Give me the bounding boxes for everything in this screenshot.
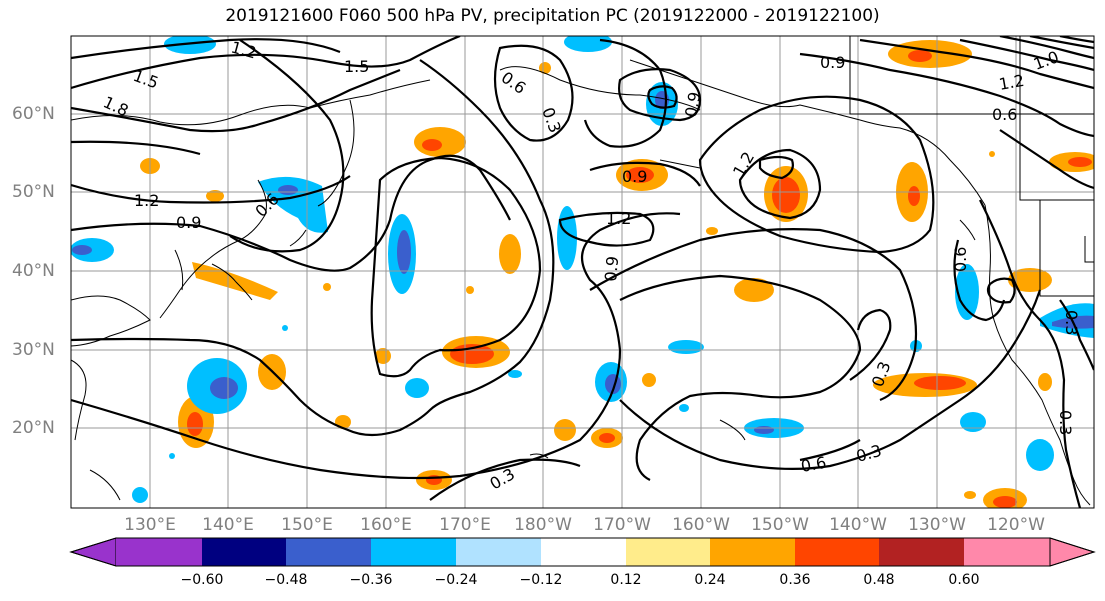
map-title: 2019121600 F060 500 hPa PV, precipitatio… bbox=[225, 6, 880, 26]
contour-label: 1.0 bbox=[1031, 47, 1061, 74]
contour-label: 0.3 bbox=[1062, 310, 1081, 335]
colorbar-tick-label: −0.48 bbox=[264, 572, 308, 588]
contour-label: 1.2 bbox=[729, 148, 758, 180]
contour-label: 1.2 bbox=[134, 191, 159, 210]
colorbar-tick-label: −0.36 bbox=[349, 572, 393, 588]
longitude-label: 160°E bbox=[360, 515, 412, 535]
longitude-label: 170°W bbox=[593, 515, 651, 535]
contour-label: 0.9 bbox=[622, 167, 647, 186]
contour-label: 0.9 bbox=[176, 213, 201, 232]
contour-label: 0.3 bbox=[1056, 410, 1075, 435]
contour-label: 0.9 bbox=[681, 90, 704, 118]
contour-label: 0.3 bbox=[854, 441, 884, 466]
contour-label: 0.6 bbox=[992, 105, 1017, 124]
contour-label: 0.6 bbox=[951, 247, 970, 272]
contour-label: 1.2 bbox=[229, 38, 259, 63]
coastlines bbox=[71, 36, 1094, 506]
longitude-label: 150°W bbox=[751, 515, 809, 535]
contour-label: 1.2 bbox=[606, 209, 631, 228]
longitude-label: 140°E bbox=[202, 515, 254, 535]
contour-label: 1.2 bbox=[997, 71, 1025, 94]
longitude-label: 120°W bbox=[987, 515, 1045, 535]
latitude-label: 50°N bbox=[12, 182, 55, 202]
contour-label: 0.9 bbox=[820, 53, 845, 72]
colorbar-tick-label: 0.60 bbox=[948, 572, 980, 588]
pv-contours bbox=[71, 36, 1094, 508]
latitude-label: 30°N bbox=[12, 340, 55, 360]
contour-label: 1.5 bbox=[344, 57, 369, 76]
colorbar-tick-label: 0.24 bbox=[694, 572, 726, 588]
longitude-label: 180°W bbox=[514, 515, 572, 535]
longitude-label: 150°E bbox=[281, 515, 333, 535]
longitude-label: 160°W bbox=[672, 515, 730, 535]
precip-negative-areas bbox=[71, 36, 1094, 503]
latitude-label: 40°N bbox=[12, 261, 55, 281]
longitude-label: 130°W bbox=[908, 515, 966, 535]
colorbar-tick-label: −0.12 bbox=[519, 572, 563, 588]
contour-label: 0.6 bbox=[498, 68, 530, 98]
colorbar-tick-label: −0.24 bbox=[434, 572, 478, 588]
contour-label: 0.9 bbox=[601, 255, 622, 282]
colorbar bbox=[69, 537, 1096, 567]
longitude-label: 140°W bbox=[829, 515, 887, 535]
colorbar-tick-label: 0.48 bbox=[863, 572, 895, 588]
latitude-label: 60°N bbox=[12, 104, 55, 124]
longitude-label: 170°E bbox=[439, 515, 491, 535]
map-frame bbox=[70, 35, 1095, 509]
longitude-label: 130°E bbox=[124, 515, 176, 535]
contour-label: 1.5 bbox=[131, 66, 161, 93]
colorbar-tick-label: 0.36 bbox=[779, 572, 811, 588]
colorbar-tick-label: 0.12 bbox=[610, 572, 642, 588]
colorbar-tick-label: −0.60 bbox=[180, 572, 224, 588]
latitude-label: 20°N bbox=[12, 418, 55, 438]
contour-label: 0.6 bbox=[799, 453, 827, 476]
